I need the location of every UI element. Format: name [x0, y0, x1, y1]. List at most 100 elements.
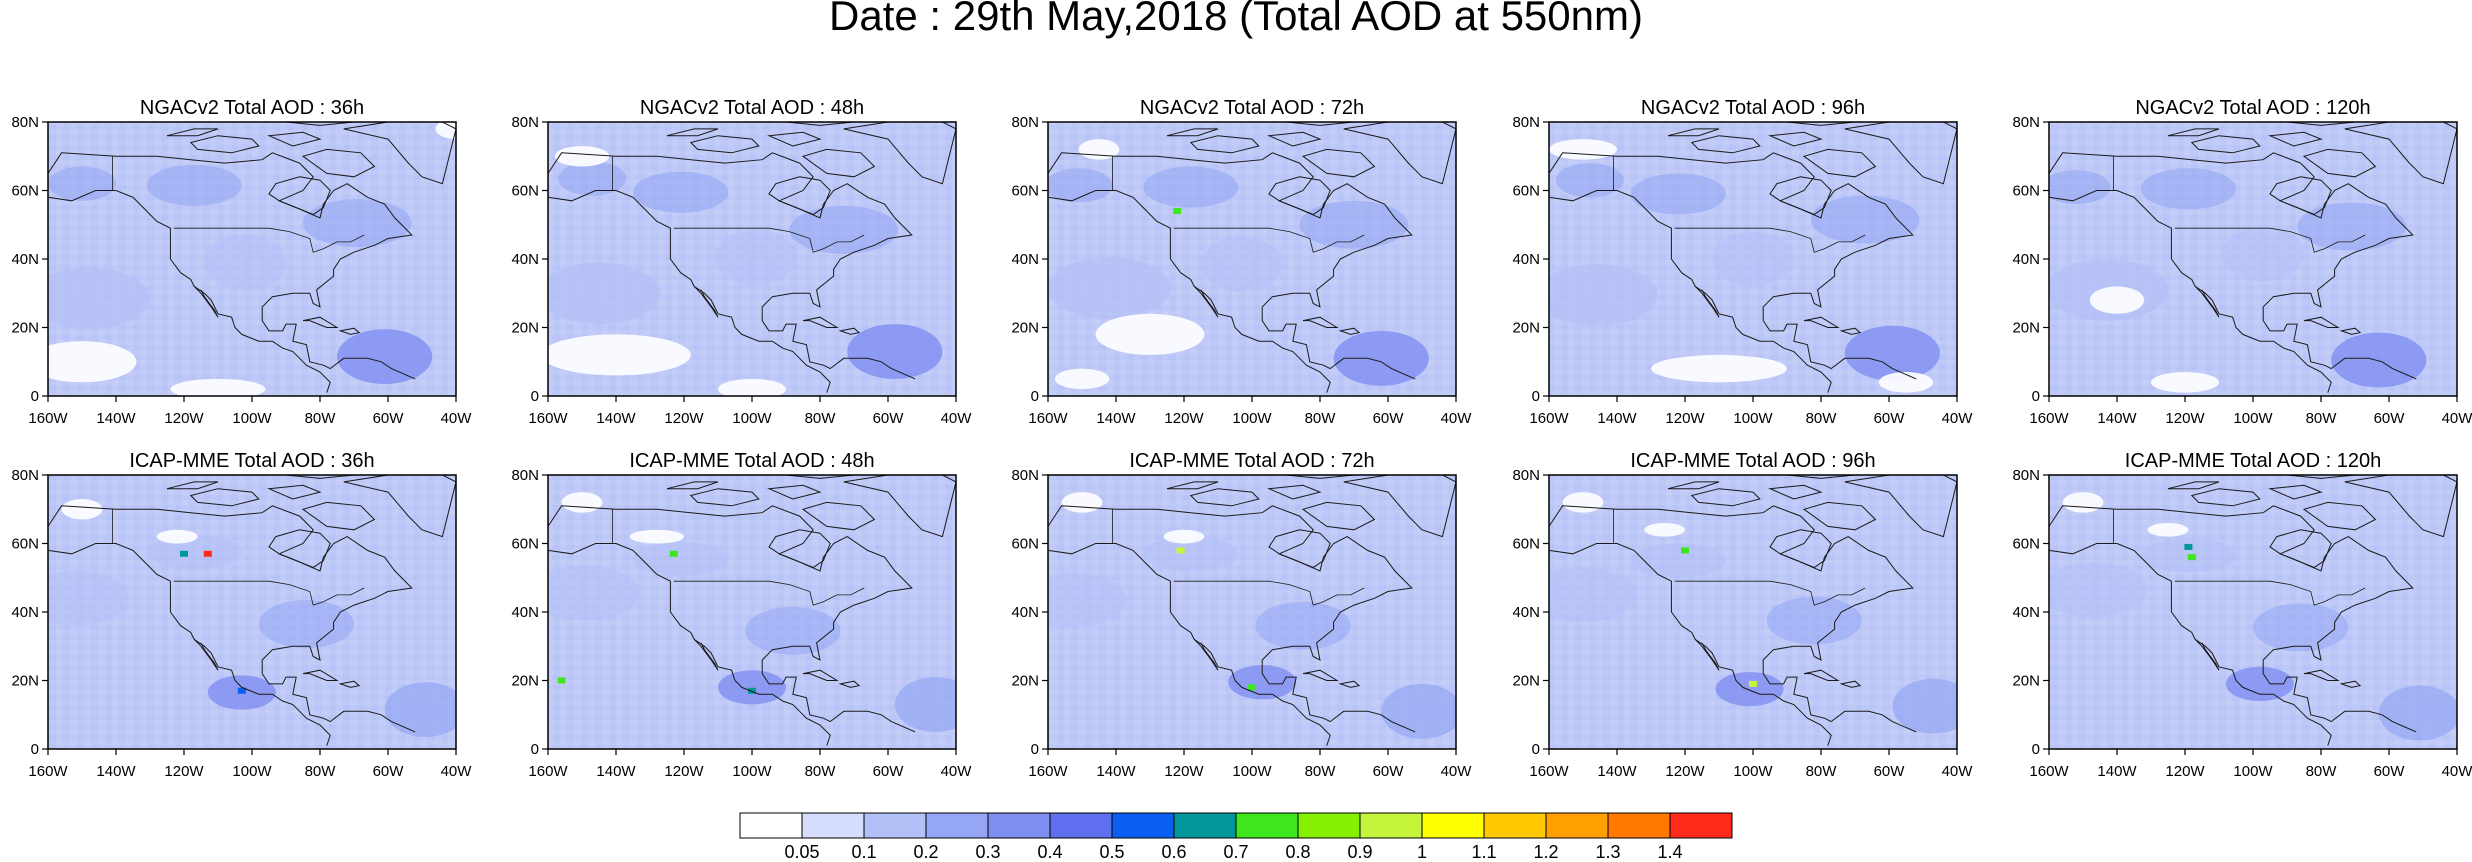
lat-tick-label: 80N	[1512, 467, 1540, 484]
map-panel-ngacv2-48h: NGACv2 Total AOD : 48h 0 20N 40N 60N 80N 160W 1…	[511, 97, 972, 427]
map-panel-ngacv2-36h: NGACv2 Total AOD : 36h 0 20N 40N 60N 80N 160W 1…	[11, 97, 472, 427]
map-panel-icap-mme-48h: ICAP-MME Total AOD : 48h 0 20N 40N 60N 80N 160…	[511, 450, 973, 780]
lon-tick-label: 80W	[2306, 410, 2338, 427]
lon-tick-label: 100W	[232, 410, 272, 427]
lon-tick-label: 40W	[941, 763, 973, 780]
colorbar: 0.05 0.1 0.2 0.3 0.4 0.5 0.6 0.7 0.8 0.9 1 1.1 1.2 1.…	[739, 812, 1733, 862]
lon-tick-label: 80W	[1305, 410, 1337, 427]
lat-tick-label: 20N	[511, 673, 539, 690]
lon-tick-label: 100W	[2233, 763, 2273, 780]
lat-tick-label: 20N	[2012, 673, 2040, 690]
colorbar-swatch	[1111, 812, 1175, 839]
lon-tick-label: 140W	[2097, 763, 2137, 780]
lat-tick-label: 0	[1031, 741, 1039, 758]
lon-tick-label: 100W	[732, 410, 772, 427]
lat-tick-label: 40N	[1512, 251, 1540, 268]
lon-tick-label: 100W	[1733, 763, 1773, 780]
lat-tick-label: 80N	[11, 114, 39, 131]
colorbar-label: 0.05	[784, 842, 819, 862]
lon-tick-label: 120W	[1164, 410, 1204, 427]
colorbar-swatch	[739, 812, 803, 839]
map-panel-icap-mme-72h: ICAP-MME Total AOD : 72h 0 20N 40N 60N 80N 160…	[1011, 450, 1472, 780]
colorbar-swatch	[1669, 812, 1733, 839]
lat-tick-label: 20N	[511, 320, 539, 337]
lat-tick-label: 80N	[1011, 467, 1039, 484]
lon-tick-label: 120W	[1665, 763, 1705, 780]
lat-tick-label: 20N	[1512, 320, 1540, 337]
lat-tick-label: 40N	[1011, 604, 1039, 621]
lon-tick-label: 80W	[805, 410, 837, 427]
panel-title: ICAP-MME Total AOD : 48h	[629, 450, 874, 472]
colorbar-swatch	[1297, 812, 1361, 839]
aod-field	[2049, 122, 2457, 396]
lon-tick-label: 120W	[1665, 410, 1705, 427]
lon-tick-label: 100W	[1232, 410, 1272, 427]
coastlines	[548, 122, 956, 393]
lon-tick-label: 80W	[1305, 763, 1337, 780]
lat-tick-label: 40N	[1512, 604, 1540, 621]
lon-tick-label: 80W	[1806, 410, 1838, 427]
lat-tick-label: 0	[1532, 388, 1540, 405]
lon-tick-label: 140W	[96, 763, 136, 780]
colorbar-label: 0.1	[851, 842, 876, 862]
lon-tick-label: 140W	[596, 763, 636, 780]
aod-field	[48, 475, 456, 749]
lon-tick-label: 140W	[1597, 763, 1637, 780]
aod-field	[548, 122, 956, 396]
map-panel-ngacv2-96h: NGACv2 Total AOD : 96h 0 20N 40N 60N 80N 160W 1…	[1512, 97, 1973, 427]
lat-tick-label: 80N	[511, 114, 539, 131]
lat-tick-label: 80N	[1011, 114, 1039, 131]
coastlines	[2049, 475, 2457, 746]
lat-tick-label: 0	[2032, 388, 2040, 405]
lat-tick-label: 60N	[1011, 536, 1039, 553]
lon-tick-label: 60W	[873, 763, 905, 780]
panel-title: ICAP-MME Total AOD : 96h	[1630, 450, 1875, 472]
coastlines	[1048, 122, 1456, 393]
colorbar-label: 0.6	[1161, 842, 1186, 862]
colorbar-swatch	[987, 812, 1051, 839]
lat-tick-label: 20N	[1011, 673, 1039, 690]
colorbar-label: 1.4	[1657, 842, 1682, 862]
panel-title: NGACv2 Total AOD : 72h	[1140, 97, 1364, 119]
panel-title: NGACv2 Total AOD : 96h	[1641, 97, 1865, 119]
lon-tick-label: 140W	[1096, 410, 1136, 427]
lon-tick-label: 40W	[941, 410, 973, 427]
map-panel-ngacv2-72h: NGACv2 Total AOD : 72h 0 20N 40N 60N 80N 160W 1…	[1011, 97, 1472, 427]
coastlines	[48, 475, 456, 746]
lat-tick-label: 40N	[2012, 604, 2040, 621]
lon-tick-label: 60W	[1373, 763, 1405, 780]
lat-tick-label: 40N	[2012, 251, 2040, 268]
panel-title: NGACv2 Total AOD : 48h	[640, 97, 864, 119]
lon-tick-label: 40W	[2442, 763, 2472, 780]
aod-field	[2049, 475, 2457, 749]
lat-tick-label: 0	[531, 388, 539, 405]
lat-tick-label: 20N	[2012, 320, 2040, 337]
aod-field	[1549, 475, 1957, 749]
lat-tick-label: 60N	[511, 536, 539, 553]
colorbar-swatch	[1607, 812, 1671, 839]
lon-tick-label: 160W	[528, 410, 568, 427]
aod-field	[1048, 122, 1456, 396]
panel-title: ICAP-MME Total AOD : 120h	[2125, 450, 2381, 472]
colorbar-swatch	[801, 812, 865, 839]
lat-tick-label: 20N	[1011, 320, 1039, 337]
colorbar-label: 0.5	[1099, 842, 1124, 862]
lat-tick-label: 60N	[511, 183, 539, 200]
colorbar-swatch	[863, 812, 927, 839]
lon-tick-label: 40W	[2442, 410, 2472, 427]
panel-title: NGACv2 Total AOD : 120h	[2135, 97, 2370, 119]
colorbar-label: 0.8	[1285, 842, 1310, 862]
lat-tick-label: 60N	[1512, 536, 1540, 553]
lon-tick-label: 40W	[1441, 763, 1473, 780]
lon-tick-label: 60W	[2374, 410, 2406, 427]
map-panel-icap-mme-36h: ICAP-MME Total AOD : 36h 0 20N 40N 60N 80N 160…	[11, 450, 472, 780]
lon-tick-label: 160W	[2029, 763, 2069, 780]
colorbar-swatch	[1545, 812, 1609, 839]
lon-tick-label: 80W	[2306, 763, 2338, 780]
lat-tick-label: 40N	[11, 251, 39, 268]
colorbar-swatch	[1235, 812, 1299, 839]
lon-tick-label: 100W	[1733, 410, 1773, 427]
lon-tick-label: 120W	[1164, 763, 1204, 780]
map-panel-ngacv2-120h: NGACv2 Total AOD : 120h 0 20N 40N 60N 80N 160W…	[2012, 97, 2472, 427]
lon-tick-label: 140W	[1096, 763, 1136, 780]
